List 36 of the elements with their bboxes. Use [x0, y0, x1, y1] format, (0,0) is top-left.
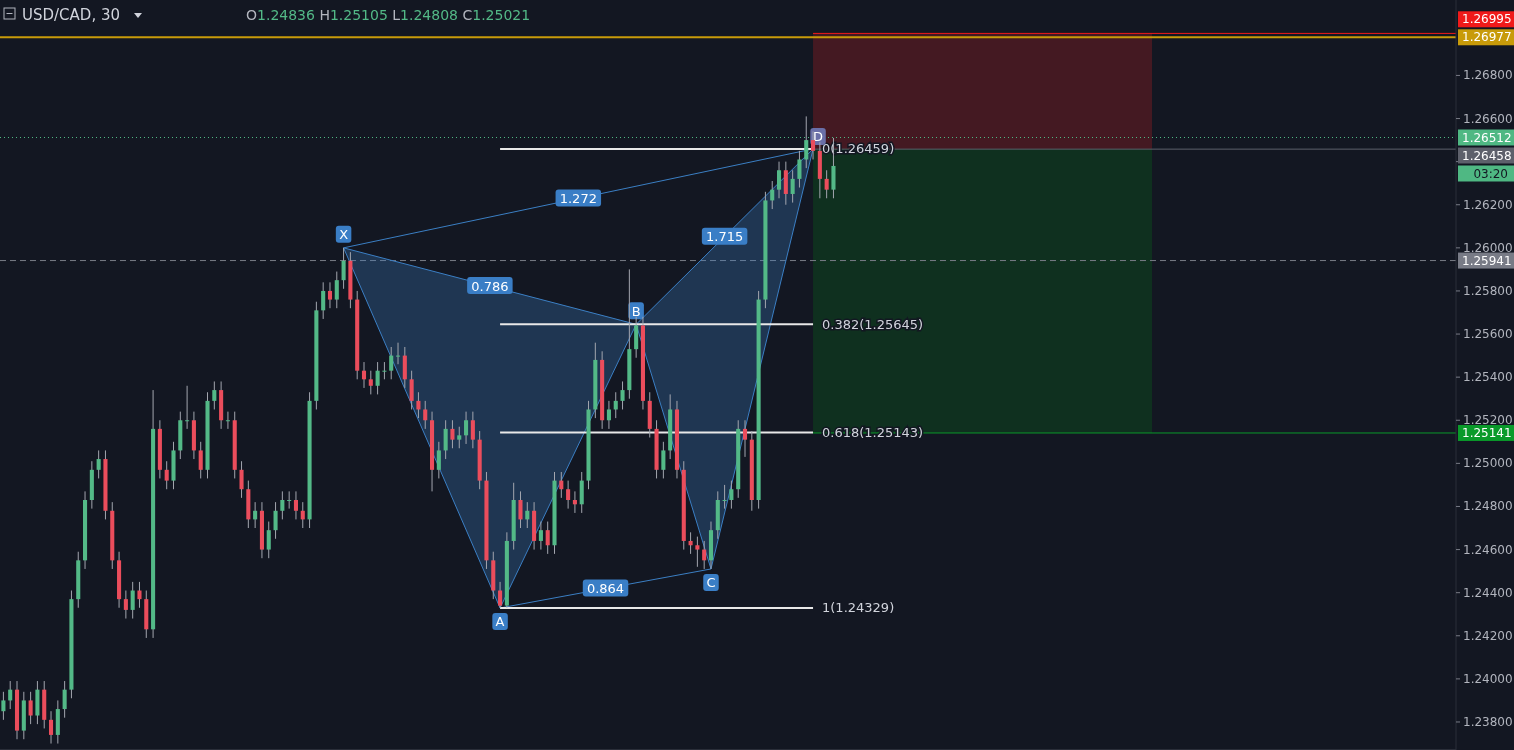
annotation: 0.864	[586, 580, 625, 596]
y-tick-label: 1.24800	[1463, 499, 1513, 514]
y-tick-label: 1.26200	[1463, 197, 1513, 212]
annotation: 1.272	[559, 190, 597, 206]
text: O1.24836 H1.25105 L1.24808 C1.25021	[246, 7, 531, 23]
ref-line-label: 1.25941	[1462, 253, 1512, 268]
y-tick-label: 1.26000	[1463, 240, 1513, 255]
y-tick-label: 1.26800	[1463, 68, 1513, 83]
annotation: C	[706, 575, 716, 591]
y-tick-label: 1.24200	[1463, 628, 1513, 643]
y-tick-label: 1.25000	[1463, 456, 1513, 471]
ref-line-label: 1.26512	[1462, 130, 1512, 145]
annotation: 1.715	[705, 229, 744, 245]
y-tick-label: 1.26600	[1463, 111, 1513, 126]
annotation: B	[631, 303, 641, 319]
ref-line-label: 1.26977	[1462, 30, 1512, 45]
ref-line-label: 0.382(1.25645)	[822, 316, 924, 332]
y-tick-label: 1.25600	[1463, 327, 1513, 342]
y-tick-label: 1.23800	[1463, 714, 1513, 729]
annotation: A	[495, 614, 505, 630]
annotation: X	[339, 227, 349, 243]
y-tick-label: 1.24600	[1463, 542, 1513, 557]
y-tick-label: 1.24400	[1463, 585, 1513, 600]
ref-line-label: 1.26995	[1462, 12, 1512, 27]
text: 03:20	[1473, 166, 1508, 181]
annotation: 0.786	[471, 278, 509, 294]
annotation: D	[813, 129, 824, 145]
ref-line-label: 0.618(1.25143)	[822, 425, 924, 441]
ref-line-label: 1.25141	[1462, 425, 1512, 440]
y-tick-label: 1.24000	[1463, 671, 1513, 686]
text: USD/CAD, 30	[22, 6, 121, 24]
y-tick-label: 1.25200	[1463, 413, 1513, 428]
y-tick-label: 1.25400	[1463, 370, 1513, 385]
y-tick-label: 1.25800	[1463, 283, 1513, 298]
ref-line-label: 1(1.24329)	[822, 600, 895, 616]
ref-line-label: 1.26458	[1462, 148, 1512, 163]
